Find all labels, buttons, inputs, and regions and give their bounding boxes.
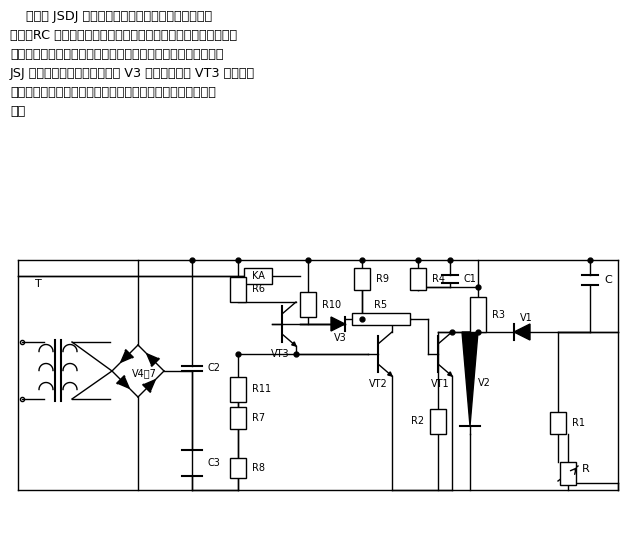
Bar bbox=[230, 377, 246, 402]
Text: C1: C1 bbox=[464, 274, 477, 284]
Polygon shape bbox=[146, 354, 158, 366]
Bar bbox=[244, 268, 272, 284]
Text: 所示为 JSDJ 型晶体管断电延时继电器电路。电路由
电源、RC 回路、触发器及执行元件组成。当电源接通后，执行继
电器立即动作，经过预定的延时时间后，继电器触: 所示为 JSDJ 型晶体管断电延时继电器电路。电路由 电源、RC 回路、触发器及… bbox=[10, 10, 255, 118]
Text: R4: R4 bbox=[432, 274, 445, 284]
Text: VT1: VT1 bbox=[430, 379, 450, 389]
Text: V4～7: V4～7 bbox=[132, 368, 157, 378]
Text: V2: V2 bbox=[477, 378, 491, 388]
Text: R: R bbox=[582, 464, 590, 474]
Bar bbox=[410, 268, 426, 290]
Text: R5: R5 bbox=[375, 300, 387, 310]
Polygon shape bbox=[117, 376, 129, 388]
Bar bbox=[230, 407, 246, 429]
Polygon shape bbox=[514, 324, 530, 340]
Text: C: C bbox=[604, 275, 612, 285]
Bar bbox=[560, 462, 576, 485]
Bar bbox=[550, 412, 566, 434]
Bar bbox=[230, 277, 246, 302]
Text: R9: R9 bbox=[376, 274, 389, 284]
Bar bbox=[300, 292, 316, 317]
Bar bbox=[354, 268, 370, 290]
Bar bbox=[430, 409, 446, 434]
Text: T: T bbox=[35, 279, 41, 289]
Text: R1: R1 bbox=[572, 418, 585, 428]
Text: V1: V1 bbox=[520, 313, 533, 323]
Text: R10: R10 bbox=[322, 300, 341, 309]
Polygon shape bbox=[331, 317, 345, 331]
Text: R8: R8 bbox=[252, 463, 265, 473]
Bar bbox=[230, 458, 246, 478]
Polygon shape bbox=[387, 372, 392, 376]
Polygon shape bbox=[462, 332, 478, 426]
Bar bbox=[470, 297, 486, 332]
Text: R11: R11 bbox=[252, 384, 271, 395]
Polygon shape bbox=[292, 342, 296, 346]
Polygon shape bbox=[120, 350, 133, 362]
Text: R2: R2 bbox=[411, 416, 424, 427]
Text: VT3: VT3 bbox=[271, 349, 289, 359]
Text: VT2: VT2 bbox=[368, 379, 387, 389]
Text: R3: R3 bbox=[492, 309, 505, 319]
Text: R7: R7 bbox=[252, 413, 265, 423]
Text: R6: R6 bbox=[252, 285, 265, 294]
Bar bbox=[352, 313, 410, 325]
Text: C2: C2 bbox=[208, 363, 221, 373]
Polygon shape bbox=[143, 380, 155, 392]
Text: KA: KA bbox=[252, 271, 264, 281]
Text: V3: V3 bbox=[333, 333, 346, 343]
Text: C3: C3 bbox=[208, 458, 221, 468]
Polygon shape bbox=[448, 372, 452, 376]
